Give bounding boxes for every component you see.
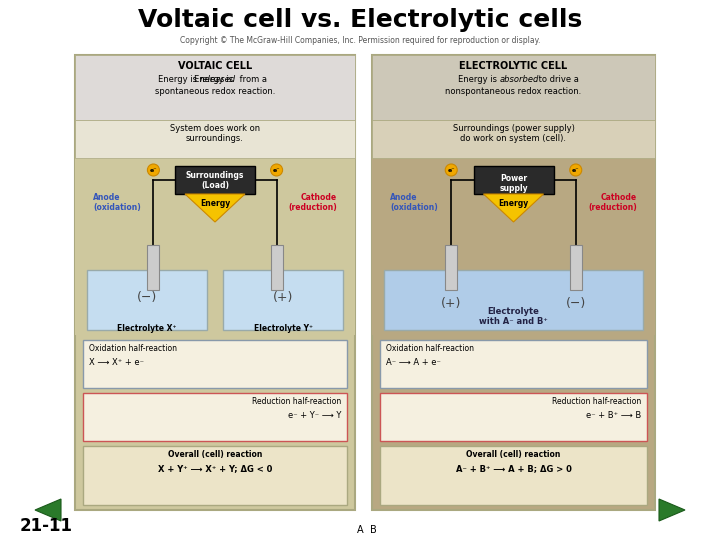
Bar: [175, 166, 255, 194]
Text: e⁻: e⁻: [448, 167, 455, 172]
Text: e⁻: e⁻: [273, 167, 280, 172]
Bar: [372, 55, 655, 510]
Text: Power
supply: Power supply: [499, 174, 528, 193]
Bar: [148, 245, 159, 290]
Text: Electrolyte Y⁺: Electrolyte Y⁺: [253, 324, 312, 333]
Polygon shape: [185, 194, 245, 222]
Text: Overall (cell) reaction: Overall (cell) reaction: [467, 450, 561, 459]
Circle shape: [148, 164, 159, 176]
Text: Reduction half-reaction: Reduction half-reaction: [252, 397, 341, 406]
Text: Anode
(oxidation): Anode (oxidation): [93, 193, 140, 212]
Text: Reduction half-reaction: Reduction half-reaction: [552, 397, 641, 406]
Circle shape: [271, 164, 283, 176]
Text: A⁻ ⟶ A + e⁻: A⁻ ⟶ A + e⁻: [386, 358, 441, 367]
Text: Oxidation half-reaction: Oxidation half-reaction: [89, 344, 177, 353]
Circle shape: [570, 164, 582, 176]
Bar: [372, 55, 655, 120]
Text: e⁻: e⁻: [572, 167, 580, 172]
Text: Cathode
(reduction): Cathode (reduction): [288, 193, 337, 212]
Bar: [223, 270, 343, 330]
Text: Voltaic cell vs. Electrolytic cells: Voltaic cell vs. Electrolytic cells: [138, 8, 582, 32]
Text: Cathode
(reduction): Cathode (reduction): [588, 193, 637, 212]
Bar: [445, 245, 457, 290]
Text: Copyright © The McGraw-Hill Companies, Inc. Permission required for reproduction: Copyright © The McGraw-Hill Companies, I…: [180, 36, 540, 45]
Text: released: released: [200, 75, 236, 84]
Bar: [384, 270, 643, 330]
Bar: [372, 158, 655, 335]
Text: Anode
(oxidation): Anode (oxidation): [390, 193, 438, 212]
Bar: [380, 446, 647, 505]
Text: from a: from a: [237, 75, 267, 84]
Text: (+): (+): [441, 296, 462, 309]
Bar: [83, 340, 347, 388]
Bar: [75, 158, 355, 335]
Text: (−): (−): [566, 296, 586, 309]
Text: Energy: Energy: [200, 199, 230, 208]
Text: VOLTAIC CELL: VOLTAIC CELL: [178, 61, 252, 71]
Text: spontaneous redox reaction.: spontaneous redox reaction.: [155, 87, 275, 96]
Bar: [75, 55, 355, 120]
Text: X + Y⁺ ⟶ X⁺ + Y; ΔG < 0: X + Y⁺ ⟶ X⁺ + Y; ΔG < 0: [158, 464, 272, 473]
Bar: [474, 166, 554, 194]
Text: Electrolyte
with A⁻ and B⁺: Electrolyte with A⁻ and B⁺: [479, 307, 548, 327]
Text: Energy is: Energy is: [158, 75, 200, 84]
Bar: [87, 270, 207, 330]
Text: Energy is: Energy is: [458, 75, 500, 84]
Text: A: A: [357, 525, 364, 535]
Bar: [380, 340, 647, 388]
Text: Energy is: Energy is: [194, 75, 236, 84]
Text: B: B: [370, 525, 377, 535]
Text: X ⟶ X⁺ + e⁻: X ⟶ X⁺ + e⁻: [89, 358, 144, 367]
Text: Oxidation half-reaction: Oxidation half-reaction: [386, 344, 474, 353]
Polygon shape: [35, 499, 61, 521]
Text: Electrolyte X⁺: Electrolyte X⁺: [117, 324, 176, 333]
Text: Overall (cell) reaction: Overall (cell) reaction: [168, 450, 262, 459]
Text: nonspontaneous redox reaction.: nonspontaneous redox reaction.: [446, 87, 582, 96]
Polygon shape: [659, 499, 685, 521]
Bar: [83, 393, 347, 441]
Text: e⁻ + Y⁻ ⟶ Y: e⁻ + Y⁻ ⟶ Y: [287, 411, 341, 420]
Text: A⁻ + B⁺ ⟶ A + B; ΔG > 0: A⁻ + B⁺ ⟶ A + B; ΔG > 0: [456, 464, 572, 473]
Text: absorbed: absorbed: [500, 75, 539, 84]
Bar: [83, 446, 347, 505]
Text: e⁻ + B⁺ ⟶ B: e⁻ + B⁺ ⟶ B: [586, 411, 641, 420]
Text: Surroundings (power supply)
do work on system (cell).: Surroundings (power supply) do work on s…: [453, 124, 575, 144]
Bar: [75, 55, 355, 510]
Text: Surroundings
(Load): Surroundings (Load): [186, 171, 244, 191]
Bar: [570, 245, 582, 290]
Bar: [372, 120, 655, 158]
Bar: [75, 120, 355, 158]
Bar: [271, 245, 283, 290]
Polygon shape: [484, 194, 544, 222]
Text: (+): (+): [273, 291, 293, 303]
Text: 21-11: 21-11: [20, 517, 73, 535]
Text: ELECTROLYTIC CELL: ELECTROLYTIC CELL: [459, 61, 567, 71]
Circle shape: [445, 164, 457, 176]
Text: System does work on
surroundings.: System does work on surroundings.: [170, 124, 260, 144]
Text: e⁻: e⁻: [150, 167, 157, 172]
Bar: [380, 393, 647, 441]
Text: Energy: Energy: [498, 199, 528, 208]
Text: (−): (−): [137, 291, 157, 303]
Text: to drive a: to drive a: [536, 75, 578, 84]
